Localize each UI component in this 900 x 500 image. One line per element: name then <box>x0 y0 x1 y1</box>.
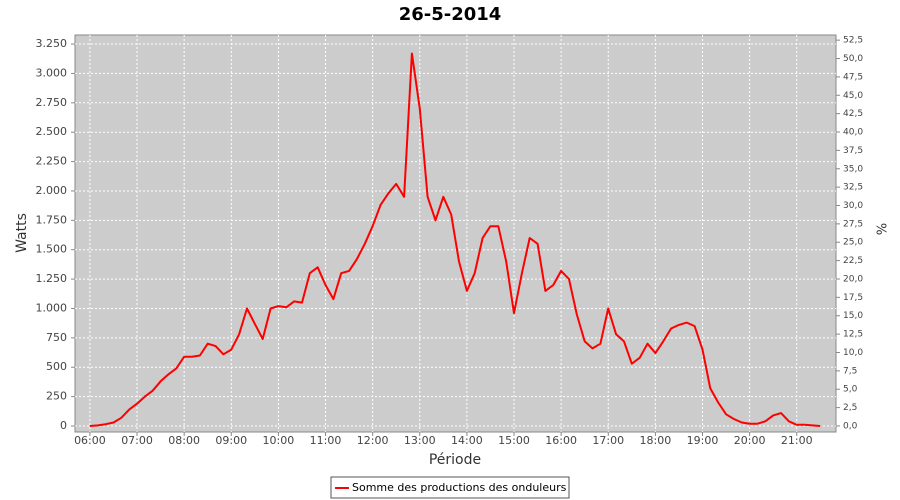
x-tick-label: 07:00 <box>121 434 153 447</box>
y2-tick-label: 42,5 <box>843 109 863 119</box>
y-tick-label: 2.750 <box>36 96 68 109</box>
y2-tick-label: 5,0 <box>843 385 858 395</box>
x-tick-label: 11:00 <box>310 434 342 447</box>
y2-tick-label: 10,0 <box>843 348 863 358</box>
y-tick-label: 0 <box>60 419 67 432</box>
y-tick-label: 2.000 <box>36 184 68 197</box>
series-line <box>89 52 821 427</box>
y-tick-label: 500 <box>46 360 67 373</box>
x-tick-label: 18:00 <box>640 434 672 447</box>
x-tick-label: 09:00 <box>215 434 247 447</box>
y2-tick-label: 7,5 <box>843 366 857 376</box>
legend <box>330 476 570 499</box>
y2-tick-label: 2,5 <box>843 403 857 413</box>
y2-tick-label: 22,5 <box>843 256 863 266</box>
x-tick-label: 16:00 <box>545 434 577 447</box>
x-tick-label: 17:00 <box>592 434 624 447</box>
y2-tick-label: 47,5 <box>843 72 863 82</box>
y2-tick-label: 20,0 <box>843 274 863 284</box>
x-tick-label: 08:00 <box>168 434 200 447</box>
x-tick-label: 15:00 <box>498 434 530 447</box>
y-tick-label: 1.750 <box>36 213 68 226</box>
y2-tick-label: 25,0 <box>843 238 863 248</box>
y2-tick-label: 52,5 <box>843 36 863 46</box>
x-tick-label: 14:00 <box>451 434 483 447</box>
y2-tick-label: 27,5 <box>843 219 863 229</box>
y-axis-label: Watts <box>14 213 30 253</box>
y-tick-label: 250 <box>46 390 67 403</box>
x-tick-label: 21:00 <box>781 434 813 447</box>
x-tick-label: 12:00 <box>357 434 389 447</box>
x-axis-label: Période <box>429 452 481 468</box>
y2-tick-label: 30,0 <box>843 201 863 211</box>
y2-tick-label: 12,5 <box>843 330 863 340</box>
y2-tick-label: 35,0 <box>843 164 863 174</box>
y2-tick-label: 40,0 <box>843 128 863 138</box>
y-tick-label: 3.250 <box>36 37 68 50</box>
y2-tick-label: 50,0 <box>843 54 863 64</box>
x-tick-label: 19:00 <box>687 434 719 447</box>
y-tick-label: 1.500 <box>36 243 68 256</box>
y-tick-label: 2.250 <box>36 155 68 168</box>
chart-title: 26-5-2014 <box>399 4 502 25</box>
y-tick-label: 750 <box>46 331 67 344</box>
plot-area <box>74 34 837 433</box>
x-tick-label: 10:00 <box>263 434 295 447</box>
x-tick-label: 06:00 <box>74 434 106 447</box>
y-tick-label: 1.250 <box>36 272 68 285</box>
y-tick-label: 1.000 <box>36 301 68 314</box>
y-tick-label: 2.500 <box>36 125 68 138</box>
legend-label: Somme des productions des onduleurs <box>352 481 567 494</box>
grid <box>75 35 836 432</box>
x-tick-label: 13:00 <box>404 434 436 447</box>
y2-tick-label: 37,5 <box>843 146 863 156</box>
y2-axis-label: % <box>873 223 888 235</box>
y2-tick-label: 32,5 <box>843 183 863 193</box>
y2-tick-label: 0,0 <box>843 421 858 431</box>
x-tick-label: 20:00 <box>734 434 766 447</box>
y2-tick-label: 15,0 <box>843 311 863 321</box>
y2-tick-label: 45,0 <box>843 91 863 101</box>
y2-tick-label: 17,5 <box>843 293 863 303</box>
y-tick-label: 3.000 <box>36 66 68 79</box>
